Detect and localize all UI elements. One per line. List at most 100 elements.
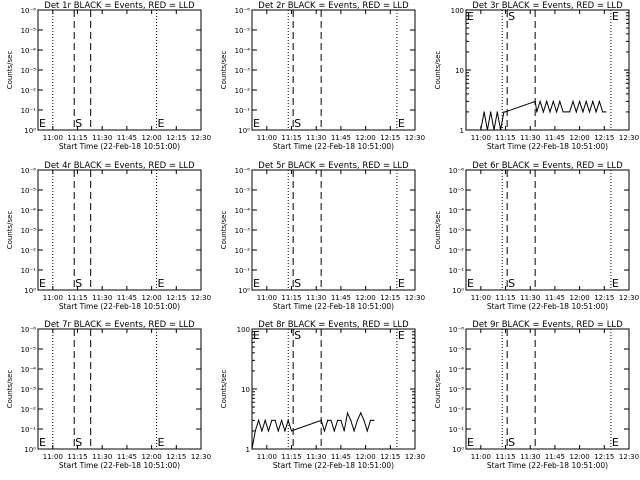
series-line <box>251 411 374 450</box>
data-point <box>271 419 273 421</box>
x-tick-label: 11:00 <box>471 134 491 142</box>
marker-e: E <box>253 277 260 290</box>
y-tick-label: 10⁻⁵ <box>21 346 37 354</box>
x-tick-label: 12:15 <box>380 294 400 302</box>
data-point <box>555 111 558 113</box>
chart-panel: Det 2r BLACK = Events, RED = LLD 11:00 11:… <box>220 1 425 151</box>
y-tick-label: 10⁻² <box>235 247 251 255</box>
y-tick-label: 10⁻¹ <box>235 107 251 115</box>
data-point <box>363 419 365 421</box>
x-tick-label: 12:00 <box>570 453 590 461</box>
y-tick-label: 10⁰ <box>238 287 250 295</box>
x-tick-label: 11:15 <box>67 294 87 302</box>
data-point <box>582 111 584 113</box>
y-axis-label: Counts/sec <box>434 370 442 409</box>
marker-s: S <box>508 10 515 23</box>
x-tick-label: 11:15 <box>495 134 515 142</box>
chart-panel: Det 1r BLACK = Events, RED = LLD 11:00 11:… <box>6 1 211 151</box>
x-tick-label: 11:15 <box>67 134 87 142</box>
data-point <box>333 430 335 432</box>
chart-title: Det 4r BLACK = Events, RED = LLD <box>44 161 195 171</box>
data-point <box>588 111 591 113</box>
chart-panel: Det 4r BLACK = Events, RED = LLD 11:00 11:… <box>6 161 211 311</box>
y-tick-label: 10⁻⁴ <box>235 47 251 55</box>
x-tick-label: 11:45 <box>545 294 565 302</box>
x-tick-label: 11:45 <box>117 453 137 461</box>
marker-e: E <box>467 277 474 290</box>
y-tick-label: 10⁻⁵ <box>235 27 251 35</box>
data-point <box>473 129 475 131</box>
data-point <box>281 419 283 421</box>
x-tick-label: 12:30 <box>619 453 639 461</box>
y-tick-label: 10⁻⁶ <box>449 167 465 175</box>
chart-title: Det 3r BLACK = Events, RED = LLD <box>472 1 623 11</box>
marker-e: E <box>39 436 46 449</box>
x-tick-label: 12:00 <box>356 134 376 142</box>
data-point <box>257 419 260 421</box>
marker-s: S <box>508 277 515 290</box>
y-tick-label: 10⁻² <box>235 87 251 95</box>
x-axis-label: Start Time (22-Feb-18 10:51:00) <box>487 142 608 151</box>
data-point <box>503 111 505 113</box>
x-axis-label: Start Time (22-Feb-18 10:51:00) <box>59 142 180 151</box>
marker-e: E <box>467 10 474 23</box>
plot-frame <box>251 328 416 450</box>
y-tick-label: 10⁻⁵ <box>449 187 465 195</box>
x-tick-label: 11:45 <box>545 453 565 461</box>
data-point <box>539 100 541 102</box>
x-axis-label: Start Time (22-Feb-18 10:51:00) <box>59 302 180 311</box>
x-axis-label: Start Time (22-Feb-18 10:51:00) <box>487 302 608 311</box>
chart-title: Det 6r BLACK = Events, RED = LLD <box>472 161 623 171</box>
x-tick-label: 12:15 <box>594 294 614 302</box>
x-tick-label: 12:15 <box>380 134 400 142</box>
x-tick-label: 11:45 <box>331 453 351 461</box>
plot-frame <box>465 328 630 450</box>
x-tick-label: 11:15 <box>67 453 87 461</box>
x-tick-label: 11:30 <box>92 294 112 302</box>
x-tick-label: 12:30 <box>191 453 211 461</box>
data-point <box>499 129 502 131</box>
y-tick-label: 10⁻⁴ <box>21 366 37 374</box>
y-tick-label: 1 <box>460 127 464 135</box>
y-tick-label: 10⁰ <box>452 446 464 454</box>
x-tick-label: 12:30 <box>191 134 211 142</box>
data-point <box>340 419 342 421</box>
y-tick-label: 10⁻⁴ <box>21 207 37 215</box>
data-point <box>277 430 279 432</box>
data-point <box>549 111 551 113</box>
y-tick-label: 10⁻⁴ <box>235 207 251 215</box>
y-tick-label: 10⁻¹ <box>235 267 251 275</box>
x-tick-label: 11:00 <box>257 294 277 302</box>
y-tick-label: 10 <box>455 67 464 75</box>
chart-panel: Det 7r BLACK = Events, RED = LLD 11:00 11:… <box>6 320 211 470</box>
data-point <box>251 448 253 450</box>
y-axis-label: Counts/sec <box>220 51 228 90</box>
y-tick-label: 10⁰ <box>24 287 36 295</box>
chart-title: Det 5r BLACK = Events, RED = LLD <box>258 161 409 171</box>
y-tick-label: 10⁰ <box>24 446 36 454</box>
data-point <box>264 419 266 421</box>
y-tick-label: 10⁰ <box>24 127 36 135</box>
marker-s: S <box>508 436 515 449</box>
data-point <box>330 419 332 421</box>
marker-e: E <box>398 277 405 290</box>
y-tick-label: 10⁻¹ <box>21 267 37 275</box>
y-tick-label: 10⁻³ <box>235 227 251 235</box>
data-point <box>290 430 293 432</box>
x-tick-label: 11:45 <box>117 294 137 302</box>
y-axis-label: Counts/sec <box>434 211 442 250</box>
x-tick-label: 11:30 <box>306 134 326 142</box>
data-point <box>490 111 492 113</box>
y-tick-label: 10⁻¹ <box>21 426 37 434</box>
marker-e: E <box>398 117 405 130</box>
y-tick-label: 10⁻² <box>21 406 37 414</box>
x-tick-label: 11:00 <box>43 134 63 142</box>
plot-frame <box>37 9 202 131</box>
data-point <box>254 430 256 432</box>
data-point <box>565 111 568 113</box>
x-tick-label: 12:15 <box>594 453 614 461</box>
data-point <box>343 430 345 432</box>
y-tick-label: 10 <box>241 386 250 394</box>
data-point <box>470 129 472 131</box>
